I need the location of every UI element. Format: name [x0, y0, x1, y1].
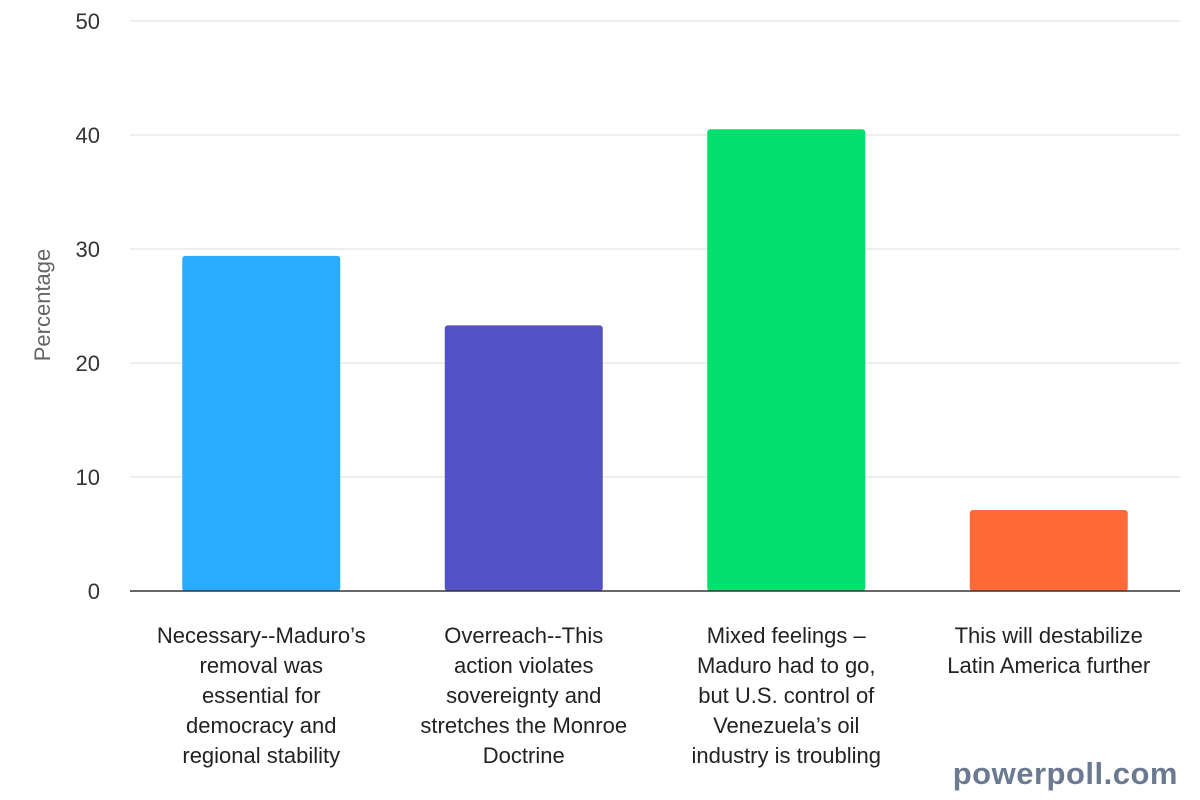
y-tick-label: 0	[88, 579, 100, 604]
x-category-label-line: but U.S. control of	[698, 683, 875, 708]
bar	[969, 510, 1128, 591]
x-axis-category-labels: Necessary--Maduro’s removal was essential …	[157, 623, 1150, 768]
x-category-label-line: Necessary--Maduro’s	[157, 623, 366, 648]
x-category-label-line: Doctrine	[483, 743, 565, 768]
x-category-label: Mixed feelings – Maduro had to go, but U.S…	[691, 623, 881, 768]
bar	[707, 129, 866, 592]
x-category-label-line: Overreach--This	[444, 623, 603, 648]
x-category-label: This will destabilize Latin America furth…	[947, 623, 1150, 678]
y-tick-label: 30	[76, 237, 100, 262]
y-axis-ticks: 0 10 20 30 40 50	[76, 9, 100, 604]
y-tick-label: 10	[76, 465, 100, 490]
x-category-label: Necessary--Maduro’s removal was essential …	[157, 623, 366, 768]
x-category-label-line: Latin America further	[947, 653, 1150, 678]
x-category-label-line: essential for	[202, 683, 321, 708]
x-category-label-line: sovereignty and	[446, 683, 601, 708]
bar	[182, 255, 341, 591]
bar	[444, 325, 603, 591]
x-category-label-line: Maduro had to go,	[697, 653, 876, 678]
y-tick-label: 40	[76, 123, 100, 148]
x-category-label-line: stretches the Monroe	[420, 713, 627, 738]
y-tick-label: 20	[76, 351, 100, 376]
watermark-logo: powerpoll.com	[952, 756, 1178, 791]
x-category-label-line: This will destabilize	[955, 623, 1143, 648]
x-category-label-line: democracy and	[186, 713, 336, 738]
x-category-label: Overreach--This action violates sovereignt…	[420, 623, 627, 768]
y-tick-label: 50	[76, 9, 100, 34]
x-category-label-line: removal was	[200, 653, 323, 678]
x-category-label-line: Venezuela’s oil	[713, 713, 859, 738]
x-category-label-line: industry is troubling	[691, 743, 881, 768]
x-category-label-line: regional stability	[182, 743, 340, 768]
bars	[182, 129, 1128, 592]
x-category-label-line: Mixed feelings –	[707, 623, 867, 648]
y-axis-title: Percentage	[30, 249, 55, 362]
x-category-label-line: action violates	[454, 653, 593, 678]
